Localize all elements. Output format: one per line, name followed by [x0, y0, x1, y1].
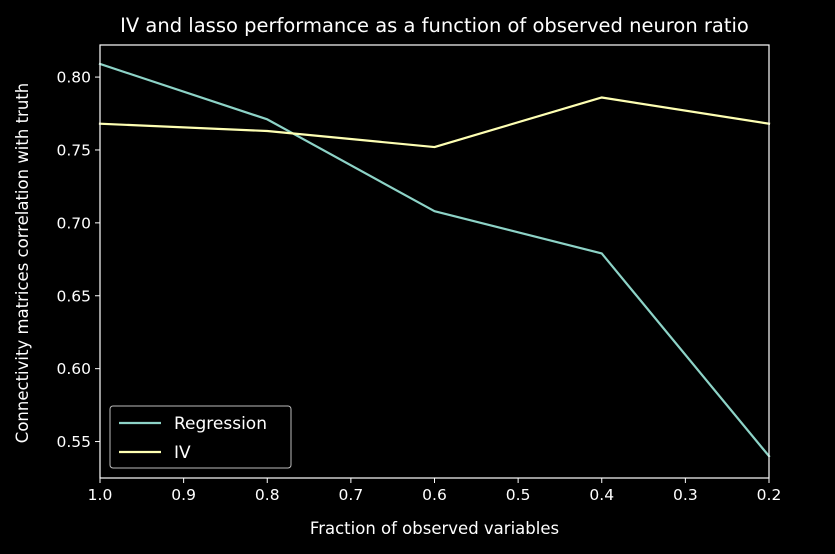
- y-tick-label: 0.65: [56, 287, 91, 305]
- y-tick-label: 0.60: [56, 360, 91, 378]
- series-line-regression: [98, 62, 771, 458]
- series-lines: [98, 62, 771, 458]
- y-axis: 0.55 0.60 0.65 0.70 0.75 0.80: [56, 69, 100, 451]
- x-tick-label: 0.4: [589, 486, 614, 504]
- y-tick-label: 0.55: [56, 433, 91, 451]
- y-tick-label: 0.70: [56, 214, 91, 232]
- plot-frame: [99, 44, 770, 479]
- x-tick-label: 0.7: [339, 486, 364, 504]
- x-tick-label: 0.2: [757, 486, 782, 504]
- chart-title: IV and lasso performance as a function o…: [120, 14, 749, 37]
- x-tick-label: 0.8: [255, 486, 280, 504]
- legend-label: Regression: [174, 414, 267, 434]
- y-tick-label: 0.80: [56, 69, 91, 87]
- y-tick-label: 0.75: [56, 141, 91, 159]
- x-axis-label: Fraction of observed variables: [310, 519, 559, 538]
- legend-label: IV: [174, 443, 191, 463]
- legend: Regression IV: [109, 405, 292, 469]
- x-tick-label: 0.6: [422, 486, 447, 504]
- x-axis: 1.0 0.9 0.8 0.7 0.6 0.5 0.4 0.3 0.2: [88, 478, 782, 504]
- x-tick-label: 0.5: [506, 486, 531, 504]
- series-line-iv: [98, 96, 771, 149]
- x-tick-label: 1.0: [88, 486, 113, 504]
- x-tick-label: 0.3: [673, 486, 698, 504]
- y-axis-label: Connectivity matrices correlation with t…: [13, 83, 32, 443]
- x-tick-label: 0.9: [171, 486, 196, 504]
